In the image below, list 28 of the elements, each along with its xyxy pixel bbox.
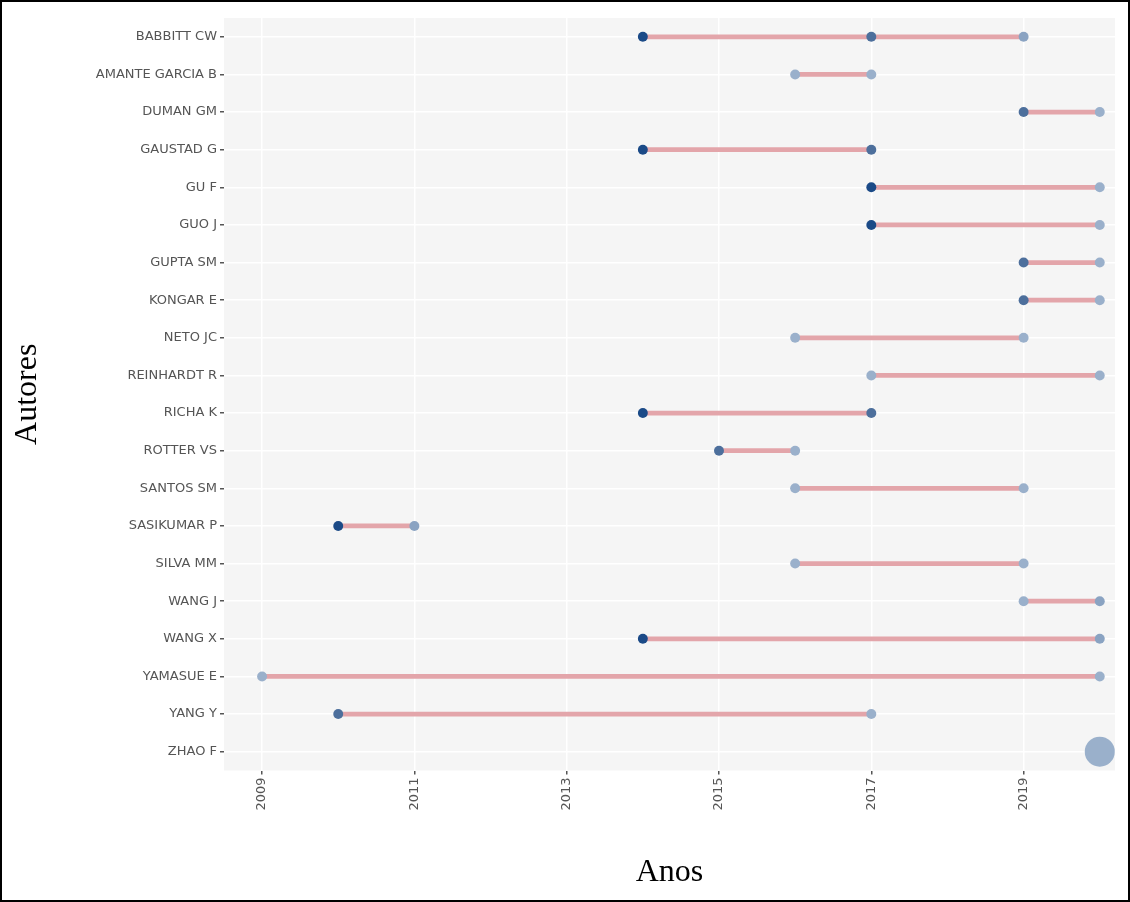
y-tick-label: YANG Y [168, 705, 218, 721]
y-tick-label: BABBITT CW [135, 28, 218, 44]
y-tick-label: YAMASUE E [141, 667, 217, 683]
x-axis-title: Anos [635, 852, 704, 889]
y-tick-label: REINHARDT R [127, 366, 217, 382]
y-tick-label: GUPTA SM [150, 253, 217, 269]
y-tick-label: WANG J [168, 592, 217, 608]
y-tick-label: ZHAO F [167, 743, 217, 759]
x-tick-label: 2017 [862, 777, 878, 811]
y-tick-label: WANG X [163, 630, 218, 646]
x-tick-label: 2009 [253, 777, 269, 811]
y-tick-label: NETO JC [163, 329, 217, 345]
y-tick-label: GU F [185, 178, 217, 194]
x-tick-label: 2019 [1014, 777, 1030, 811]
y-tick-label: ROTTER VS [143, 442, 217, 458]
y-tick-label: RICHA K [163, 404, 218, 420]
y-axis-title: Autores [6, 343, 43, 445]
y-tick-label: AMANTE GARCIA B [95, 65, 217, 81]
x-tick-label: 2015 [710, 777, 726, 811]
y-tick-label: GUO J [179, 216, 217, 232]
y-tick-label: SANTOS SM [139, 479, 217, 495]
y-tick-label: SILVA MM [155, 554, 217, 570]
y-tick-label: SASIKUMAR P [128, 517, 218, 533]
x-tick-label: 2013 [558, 777, 574, 811]
y-tick-label: GAUSTAD G [140, 141, 217, 157]
y-tick-label: DUMAN GM [142, 103, 217, 119]
y-tick-label: KONGAR E [148, 291, 217, 307]
x-tick-label: 2011 [405, 777, 421, 811]
